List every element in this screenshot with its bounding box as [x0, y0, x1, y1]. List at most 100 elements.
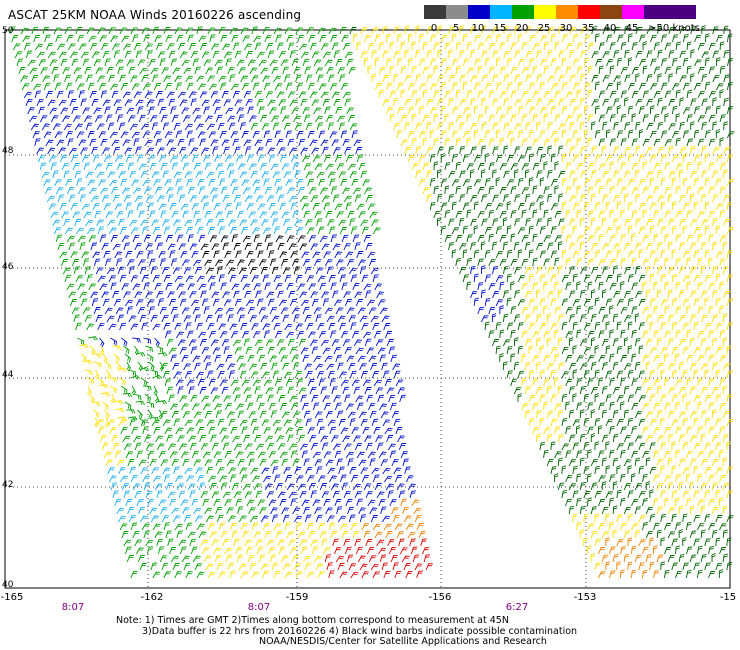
wind-barb	[282, 115, 290, 123]
wind-barb	[296, 475, 304, 483]
wind-barb	[125, 451, 134, 459]
wind-barb	[712, 241, 718, 251]
wind-barb	[557, 289, 563, 299]
wind-barb	[299, 243, 308, 251]
wind-barb	[103, 451, 112, 459]
wind-barb	[675, 401, 681, 411]
wind-barb	[172, 563, 180, 571]
wind-barb	[514, 169, 519, 179]
wind-barb	[635, 51, 643, 59]
wind-barb	[598, 425, 603, 435]
wind-barb	[686, 185, 693, 195]
wind-barb	[510, 210, 517, 219]
wind-barb	[141, 75, 149, 83]
wind-barb	[576, 378, 583, 387]
wind-barb	[503, 170, 510, 179]
wind-barb	[579, 505, 586, 515]
wind-barb	[638, 370, 645, 379]
wind-barb	[392, 514, 400, 523]
wind-barb	[232, 138, 240, 147]
wind-barb	[671, 297, 678, 307]
wind-barb	[521, 377, 527, 387]
wind-barb	[671, 513, 677, 523]
wind-barb	[261, 467, 270, 475]
wind-barb	[675, 522, 682, 531]
wind-barb	[196, 226, 204, 235]
wind-barb	[104, 409, 110, 420]
wind-barb	[426, 99, 434, 107]
wind-barb	[91, 401, 101, 407]
wind-barb	[473, 201, 479, 211]
wind-barb	[583, 226, 591, 235]
wind-barb	[477, 258, 484, 267]
wind-barb	[671, 490, 678, 499]
wind-barb	[455, 161, 462, 171]
wind-barb	[320, 339, 330, 347]
wind-barb	[671, 177, 677, 187]
wind-barb	[320, 435, 329, 443]
wind-barb	[139, 563, 147, 571]
wind-barb	[308, 187, 317, 195]
wind-barb	[228, 467, 237, 475]
wind-barb	[180, 155, 189, 163]
wind-barb	[536, 49, 542, 59]
wind-barb	[259, 115, 268, 123]
wind-barb	[36, 147, 45, 155]
wind-barb	[517, 203, 525, 211]
wind-barb	[177, 435, 185, 443]
wind-barb	[272, 466, 279, 475]
wind-barb	[664, 353, 669, 363]
wind-barb	[82, 107, 90, 115]
wind-barb	[96, 219, 104, 227]
wind-barb	[694, 35, 702, 43]
wind-barb	[112, 291, 119, 299]
wind-barb	[303, 210, 311, 219]
wind-barb	[433, 42, 440, 51]
wind-barb	[366, 547, 375, 555]
wind-barb	[664, 523, 671, 531]
wind-barb	[576, 257, 583, 267]
wind-barb	[332, 290, 339, 299]
wind-barb	[301, 251, 310, 259]
wind-barb	[152, 26, 160, 35]
wind-barb	[189, 538, 197, 547]
wind-barb	[510, 259, 518, 267]
scale-tick-label: 5	[452, 23, 460, 34]
wind-barb	[598, 307, 606, 315]
wind-barb	[656, 529, 662, 539]
wind-barb	[715, 203, 724, 211]
wind-barb	[290, 450, 298, 459]
wind-barb	[121, 283, 129, 291]
wind-barb	[323, 451, 332, 459]
wind-barb	[168, 394, 175, 403]
wind-barb	[284, 475, 292, 483]
wind-barb	[407, 531, 416, 539]
wind-barb	[68, 194, 76, 203]
wind-barb	[492, 98, 499, 107]
wind-barb	[52, 123, 61, 131]
wind-barb	[649, 154, 657, 163]
wind-barb	[693, 321, 699, 331]
wind-barb	[381, 515, 391, 523]
wind-barb	[561, 201, 567, 211]
wind-barb	[186, 82, 194, 91]
wind-barb	[558, 50, 565, 59]
wind-barb	[295, 522, 303, 531]
wind-barb	[601, 434, 609, 443]
wind-barb	[227, 515, 236, 523]
wind-barb	[347, 211, 355, 219]
wind-barb	[116, 459, 125, 467]
wind-barb	[682, 513, 688, 523]
wind-barb	[202, 202, 210, 211]
wind-barb	[294, 123, 303, 131]
wind-barb	[143, 282, 150, 291]
wind-barb	[528, 369, 535, 379]
wind-barb	[609, 283, 617, 291]
wind-barb	[616, 273, 622, 283]
wind-barb	[43, 82, 51, 91]
wind-barb	[376, 291, 384, 299]
wind-barb	[518, 58, 525, 67]
wind-barb	[594, 297, 600, 307]
wind-barb	[56, 90, 64, 99]
wind-barb	[130, 227, 139, 235]
